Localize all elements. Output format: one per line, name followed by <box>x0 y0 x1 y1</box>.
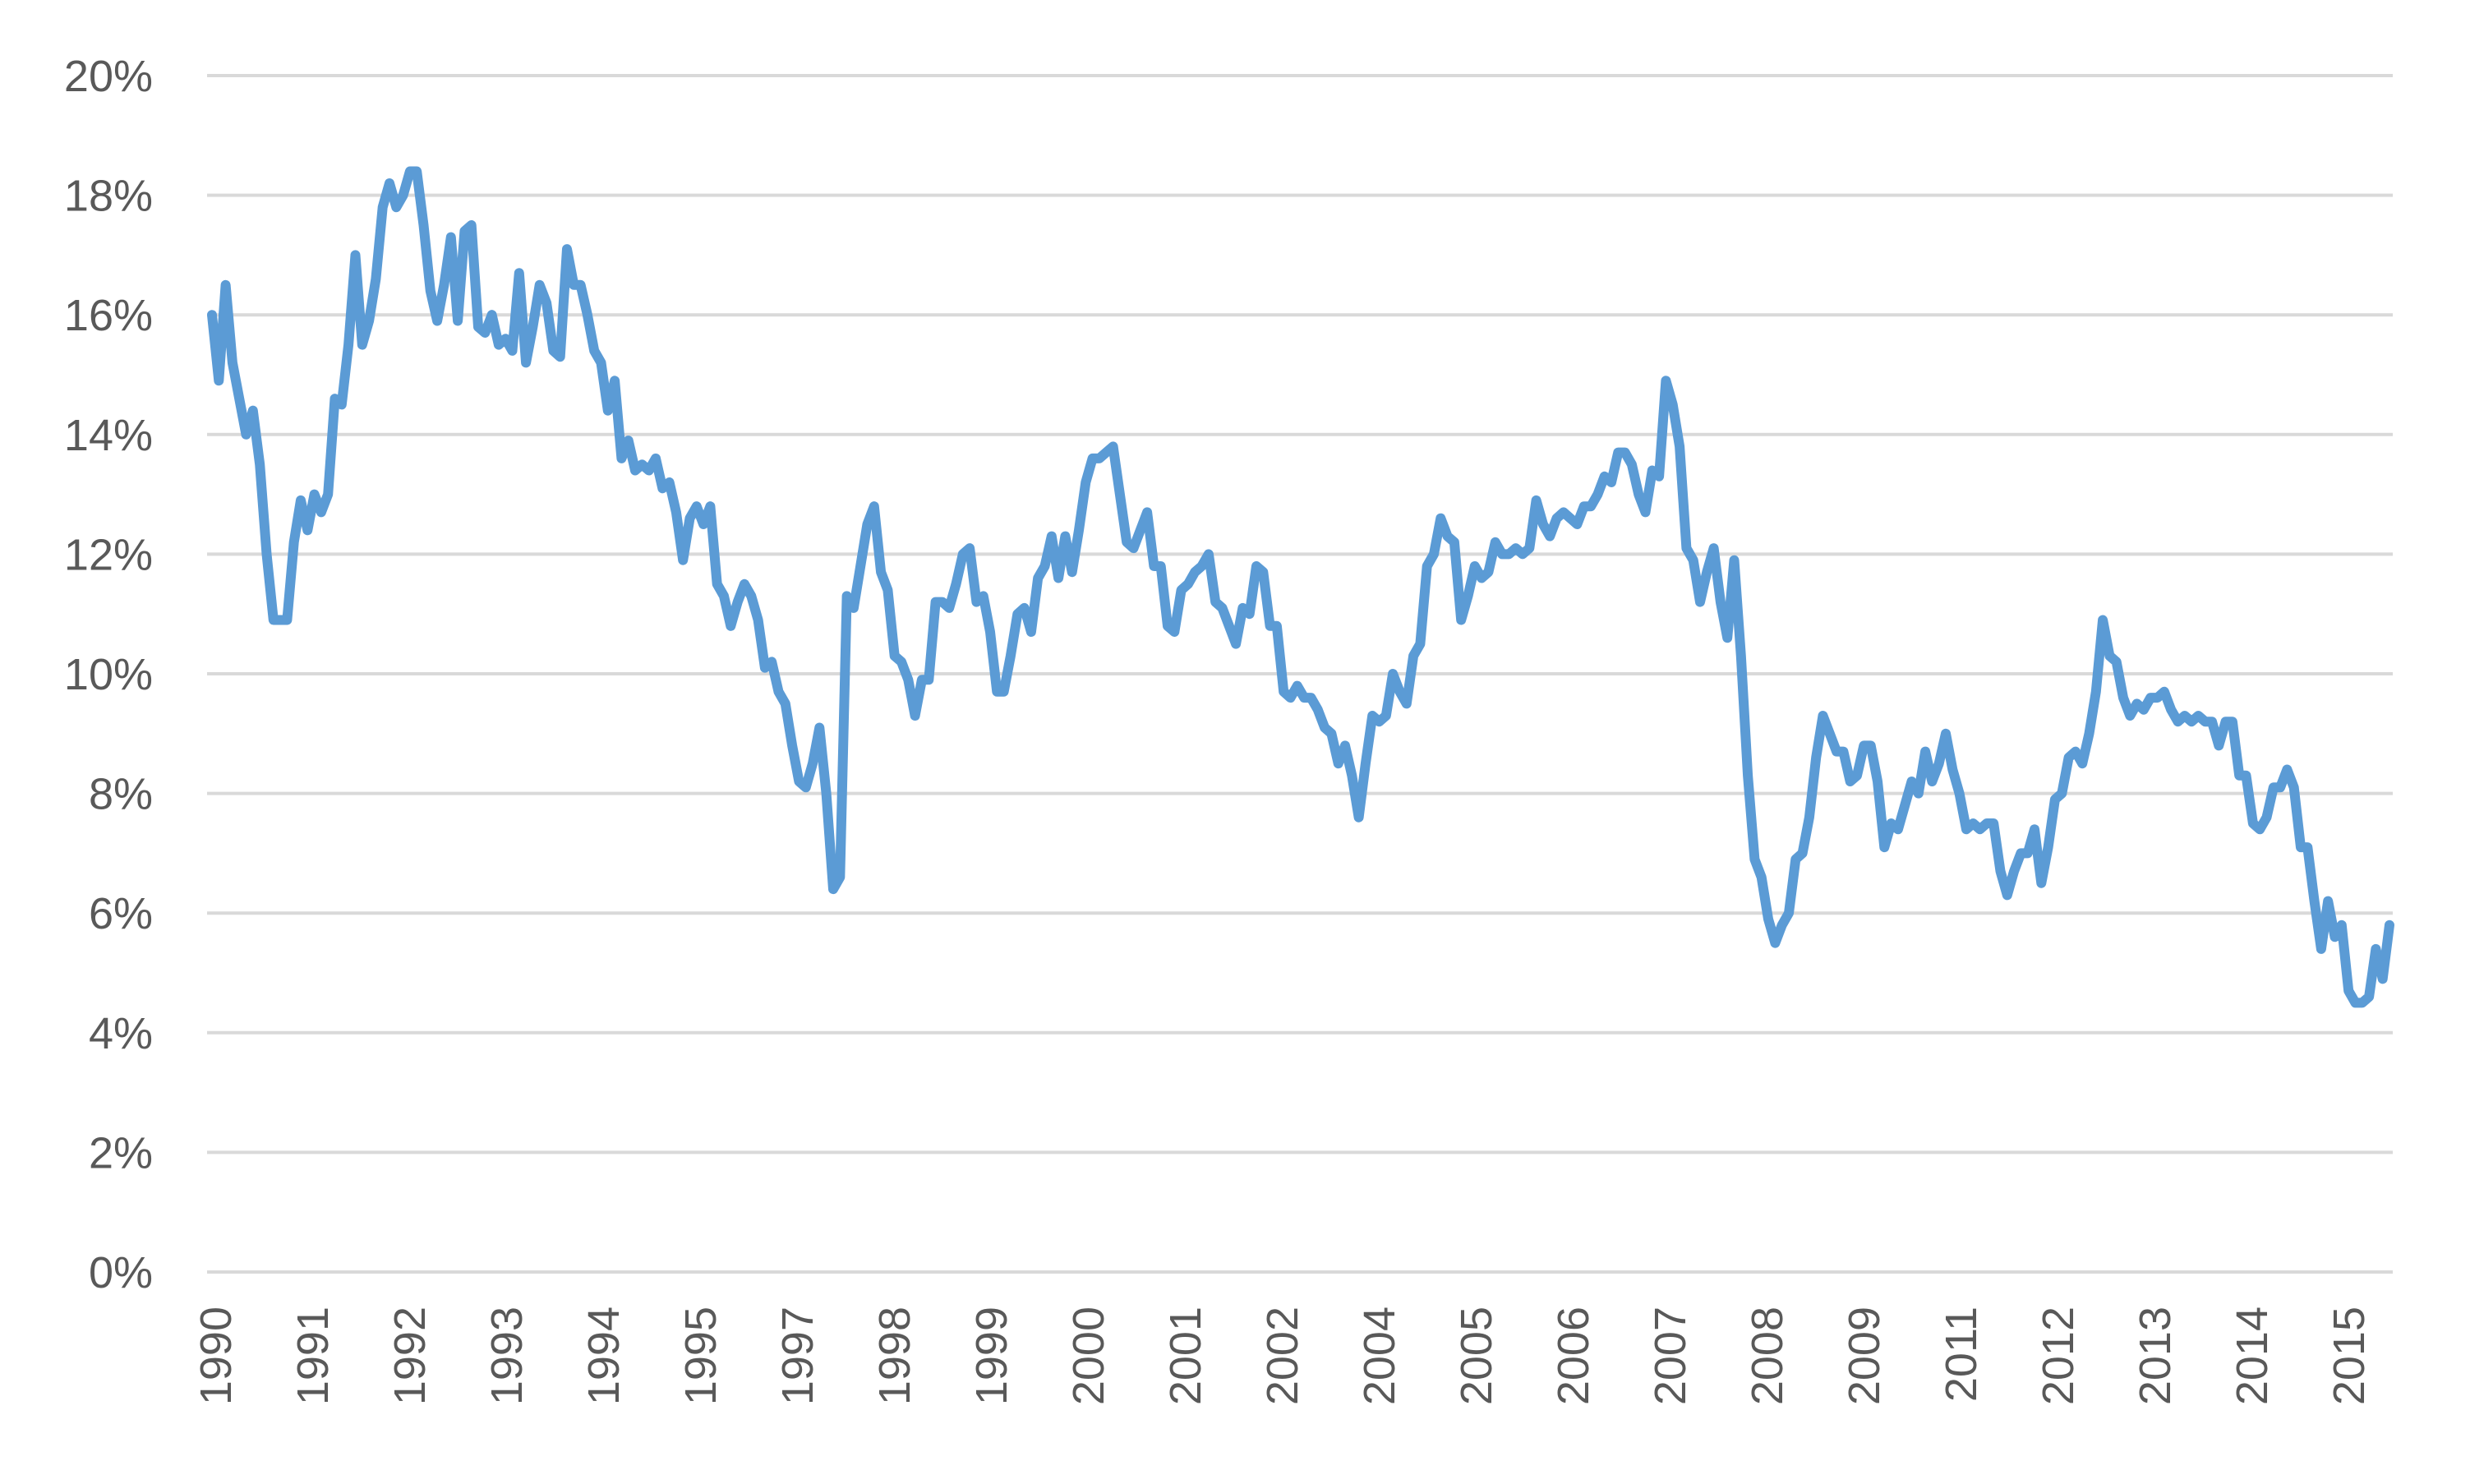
x-tick-label: 1991 <box>288 1307 338 1405</box>
x-tick-label: 1999 <box>967 1307 1016 1405</box>
x-tick-label: 2005 <box>1452 1307 1501 1405</box>
y-tick-label: 0% <box>89 1248 153 1297</box>
x-tick-label: 1993 <box>482 1307 532 1405</box>
x-tick-label: 1997 <box>773 1307 823 1405</box>
x-tick-label: 2012 <box>2034 1307 2083 1405</box>
y-tick-label: 8% <box>89 770 153 819</box>
y-tick-label: 6% <box>89 889 153 938</box>
x-tick-label: 2004 <box>1355 1307 1404 1405</box>
x-tick-label: 1992 <box>385 1307 435 1405</box>
y-tick-label: 18% <box>64 172 153 221</box>
y-tick-label: 2% <box>89 1128 153 1178</box>
x-tick-label: 2009 <box>1840 1307 1889 1405</box>
x-tick-label: 2002 <box>1258 1307 1307 1405</box>
x-axis-tick-labels: 1990 1991 1992 1993 1994 1995 1997 1998 1999 2000… <box>191 1307 2374 1405</box>
y-tick-label: 14% <box>64 411 153 460</box>
gridlines <box>207 74 2393 1274</box>
y-tick-label: 10% <box>64 650 153 699</box>
x-tick-label: 2015 <box>2325 1307 2374 1405</box>
y-tick-label: 16% <box>64 291 153 340</box>
y-axis-tick-labels: 0% 2% 4% 6% 8% 10% 12% 14% 16% 18% 20% <box>64 52 153 1297</box>
x-tick-label: 2011 <box>1937 1307 1986 1402</box>
x-tick-label: 2000 <box>1064 1307 1113 1405</box>
x-tick-label: 2014 <box>2228 1307 2277 1405</box>
x-tick-label: 1998 <box>870 1307 919 1405</box>
x-tick-label: 2007 <box>1646 1307 1695 1405</box>
x-tick-label: 2001 <box>1161 1307 1210 1405</box>
x-tick-label: 1990 <box>191 1307 241 1405</box>
x-tick-label: 2006 <box>1549 1307 1598 1405</box>
series-line <box>207 166 2394 1008</box>
y-tick-label: 4% <box>89 1009 153 1058</box>
x-tick-label: 2008 <box>1743 1307 1792 1405</box>
series-layer <box>207 166 2394 1008</box>
x-tick-label: 2013 <box>2131 1307 2180 1405</box>
y-tick-label: 12% <box>64 530 153 579</box>
y-tick-label: 20% <box>64 52 153 101</box>
x-tick-label: 1994 <box>579 1307 629 1405</box>
x-tick-label: 1995 <box>676 1307 726 1405</box>
